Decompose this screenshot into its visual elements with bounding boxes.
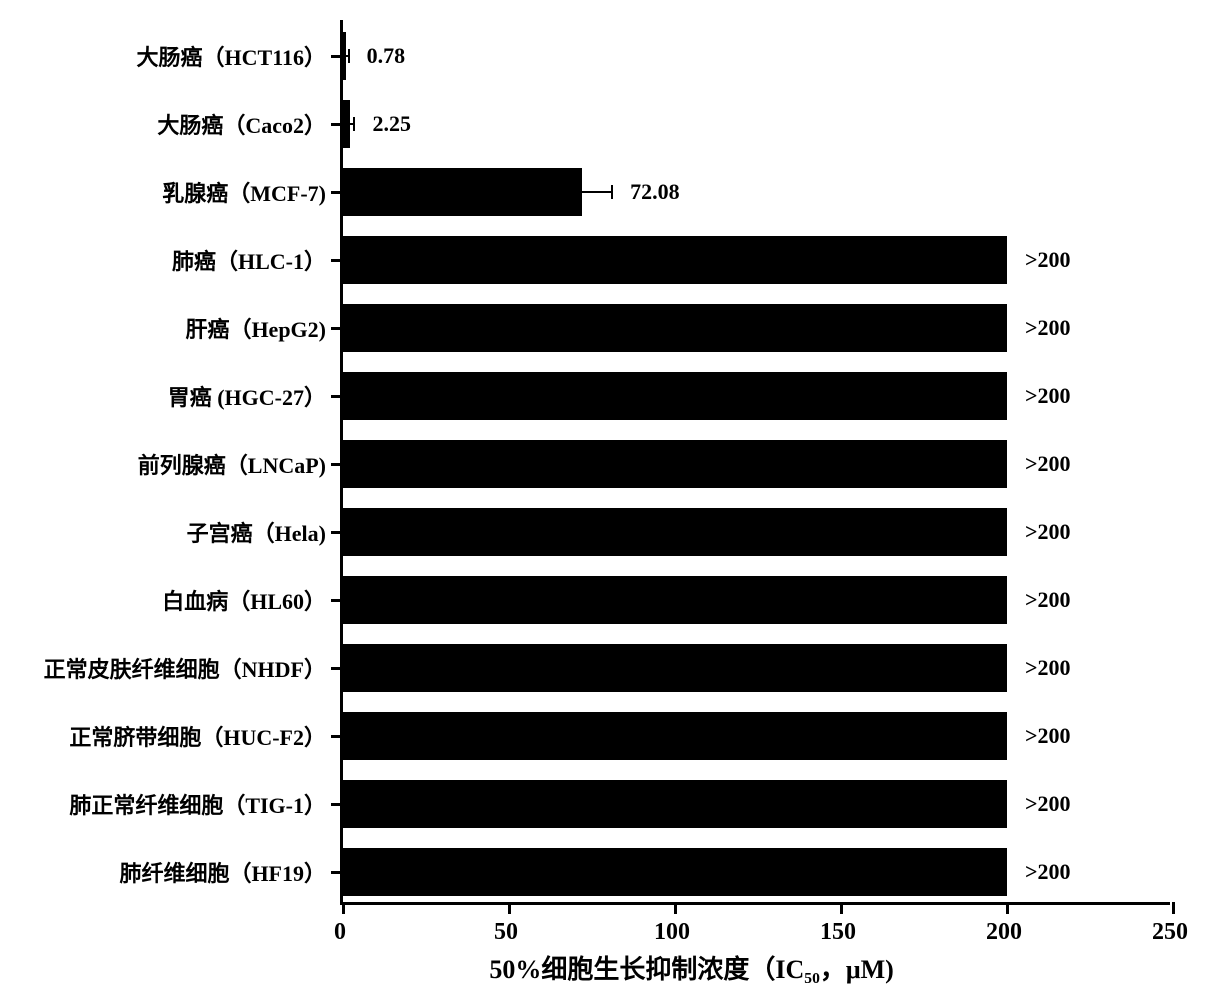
bar-value-label: >200 <box>1025 451 1071 477</box>
bar-value-label: >200 <box>1025 315 1071 341</box>
plot-area: 0.78 2.25 72.08 >200 >200 >200 >200 >200 >200 >20… <box>340 20 1170 905</box>
y-tick <box>331 735 341 738</box>
x-tick <box>508 902 511 914</box>
category-label: 大肠癌（HCT116） <box>0 40 326 72</box>
bar <box>343 100 350 148</box>
x-axis-title: 50%细胞生长抑制浓度（IC₅₀，μM) <box>489 949 893 986</box>
bar-value-label: >200 <box>1025 587 1071 613</box>
x-tick-label: 50 <box>494 919 518 946</box>
bar <box>343 712 1007 760</box>
category-label: 正常皮肤纤维细胞（NHDF） <box>0 652 326 684</box>
error-bar-cap <box>353 117 355 131</box>
y-tick <box>331 803 341 806</box>
x-tick <box>840 902 843 914</box>
error-bar-cap <box>611 185 613 199</box>
error-bar-line <box>582 191 612 193</box>
category-label: 白血病（HL60） <box>0 584 326 616</box>
y-tick <box>331 55 341 58</box>
bar <box>343 168 582 216</box>
bar <box>343 644 1007 692</box>
bar-value-label: >200 <box>1025 519 1071 545</box>
x-tick-label: 150 <box>820 919 856 946</box>
category-label: 乳腺癌（MCF-7) <box>0 176 326 208</box>
x-tick <box>342 902 345 914</box>
bar <box>343 372 1007 420</box>
bar <box>343 576 1007 624</box>
x-tick-label: 250 <box>1152 919 1188 946</box>
category-label: 前列腺癌（LNCaP) <box>0 448 326 480</box>
bar <box>343 440 1007 488</box>
y-tick <box>331 531 341 534</box>
category-label: 肺癌（HLC-1） <box>0 244 326 276</box>
ic50-bar-chart: 0.78 2.25 72.08 >200 >200 >200 >200 >200 >200 >20… <box>0 0 1214 989</box>
category-label: 子宫癌（Hela) <box>0 516 326 548</box>
bar <box>343 780 1007 828</box>
y-tick <box>331 871 341 874</box>
x-tick <box>1172 902 1175 914</box>
bar <box>343 236 1007 284</box>
y-tick <box>331 463 341 466</box>
x-tick <box>674 902 677 914</box>
bar-value-label: >200 <box>1025 383 1071 409</box>
category-label: 大肠癌（Caco2） <box>0 108 326 140</box>
error-bar-cap <box>348 49 350 63</box>
y-tick <box>331 259 341 262</box>
x-tick-label: 100 <box>654 919 690 946</box>
y-tick <box>331 123 341 126</box>
bar-value-label: 2.25 <box>372 111 411 137</box>
y-tick <box>331 667 341 670</box>
bar <box>343 304 1007 352</box>
bar-value-label: >200 <box>1025 859 1071 885</box>
category-label: 肺纤维细胞（HF19） <box>0 856 326 888</box>
y-tick <box>331 395 341 398</box>
x-tick <box>1006 902 1009 914</box>
bar-value-label: 72.08 <box>630 179 680 205</box>
bar-value-label: 0.78 <box>367 43 406 69</box>
category-label: 肺正常纤维细胞（TIG-1） <box>0 788 326 820</box>
x-tick-label: 0 <box>334 919 346 946</box>
category-label: 胃癌 (HGC-27） <box>0 380 326 412</box>
y-tick <box>331 327 341 330</box>
y-tick <box>331 191 341 194</box>
category-label: 肝癌（HepG2) <box>0 312 326 344</box>
x-tick-label: 200 <box>986 919 1022 946</box>
y-tick <box>331 599 341 602</box>
bar <box>343 508 1007 556</box>
bar-value-label: >200 <box>1025 723 1071 749</box>
bar-value-label: >200 <box>1025 247 1071 273</box>
bar <box>343 848 1007 896</box>
bar-value-label: >200 <box>1025 791 1071 817</box>
category-label: 正常脐带细胞（HUC-F2） <box>0 720 326 752</box>
bar-value-label: >200 <box>1025 655 1071 681</box>
